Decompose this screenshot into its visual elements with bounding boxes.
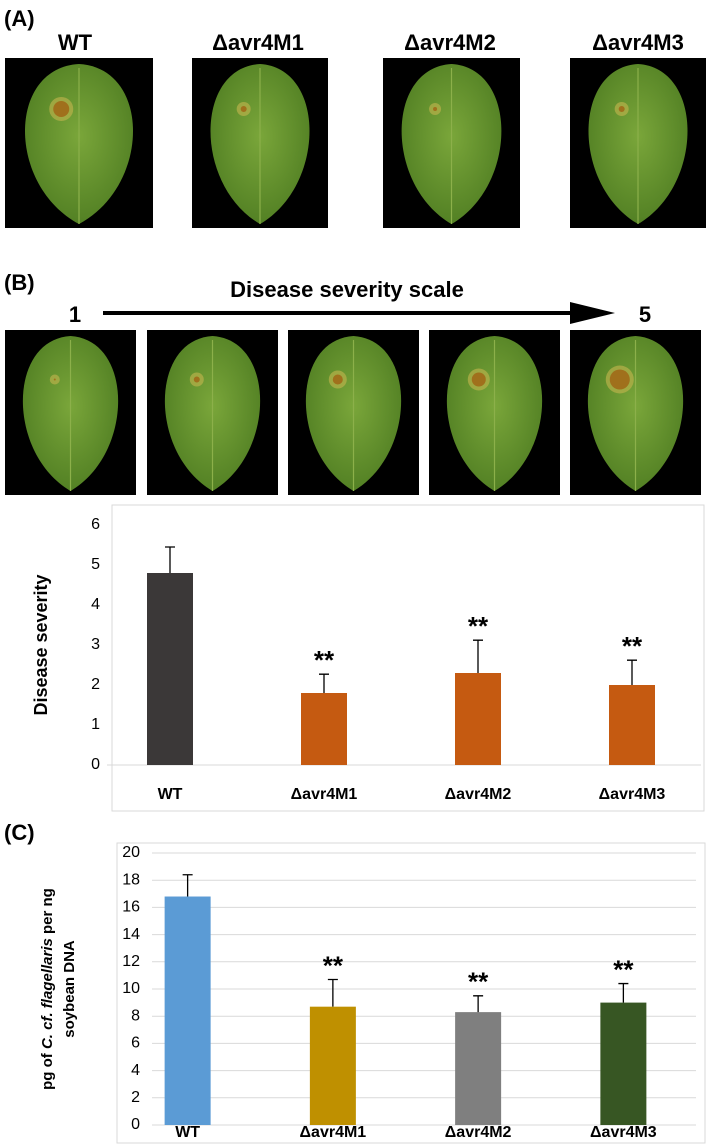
y-tick-label: 3 bbox=[91, 636, 100, 653]
leaf-photos bbox=[5, 58, 706, 228]
y-tick-label: 5 bbox=[91, 556, 100, 573]
lesion bbox=[433, 107, 438, 111]
x-tick-label: Δavr4M2 bbox=[445, 1124, 512, 1141]
y-axis-label: soybean DNA bbox=[61, 940, 78, 1038]
bar bbox=[609, 685, 655, 765]
bar bbox=[455, 673, 501, 765]
bar bbox=[164, 896, 211, 1125]
y-tick-label: 2 bbox=[131, 1089, 140, 1106]
y-tick-label: 1 bbox=[91, 716, 100, 733]
lesion bbox=[618, 106, 625, 112]
y-axis-label: pg of C. cf. flagellaris per ng bbox=[39, 888, 56, 1090]
y-tick-label: 6 bbox=[91, 516, 100, 533]
y-tick-label: 4 bbox=[91, 596, 100, 613]
significance-label: ** bbox=[622, 631, 643, 661]
y-tick-label: 8 bbox=[131, 1007, 140, 1024]
y-tick-label: 4 bbox=[131, 1062, 140, 1079]
y-tick-label: 6 bbox=[131, 1035, 140, 1052]
lesion bbox=[609, 369, 630, 390]
leaf-photos bbox=[5, 330, 701, 495]
error-bar bbox=[618, 982, 629, 1003]
y-axis-label-part: pg of bbox=[39, 1049, 56, 1090]
lesion bbox=[193, 376, 200, 383]
significance-label: ** bbox=[468, 611, 489, 641]
x-tick-label: WT bbox=[158, 786, 183, 803]
lesion bbox=[471, 372, 486, 387]
y-tick-label: 10 bbox=[122, 980, 140, 997]
error-bar bbox=[473, 995, 484, 1013]
significance-label: ** bbox=[468, 967, 489, 997]
bar bbox=[600, 1002, 647, 1125]
chart-frame bbox=[111, 504, 705, 812]
bar bbox=[147, 573, 193, 765]
panel-label: (A) bbox=[4, 6, 35, 31]
bar bbox=[309, 1006, 356, 1125]
y-axis-label-part: per ng bbox=[39, 888, 56, 938]
panel-label: (C) bbox=[4, 820, 35, 845]
error-bar bbox=[627, 659, 637, 685]
scale-arrowhead bbox=[570, 302, 615, 324]
lesion bbox=[53, 101, 70, 117]
x-tick-label: Δavr4M1 bbox=[291, 786, 358, 803]
lesion bbox=[332, 374, 343, 385]
y-axis-label-part: C. cf. flagellaris bbox=[39, 938, 56, 1049]
photo-label: Δavr4M3 bbox=[592, 30, 684, 55]
error-bar bbox=[327, 978, 338, 1007]
photo-label: Δavr4M1 bbox=[212, 30, 304, 55]
error-bar bbox=[473, 639, 483, 673]
significance-label: ** bbox=[314, 645, 335, 675]
lesion bbox=[240, 106, 247, 112]
photo-label: Δavr4M2 bbox=[404, 30, 496, 55]
y-tick-label: 16 bbox=[122, 899, 140, 916]
scale-end: 5 bbox=[639, 302, 651, 327]
y-tick-label: 20 bbox=[122, 844, 140, 861]
y-axis-label: Disease severity bbox=[31, 574, 51, 715]
error-bar bbox=[165, 546, 175, 573]
photo-label: WT bbox=[58, 30, 93, 55]
x-tick-label: Δavr4M3 bbox=[590, 1124, 657, 1141]
error-bar bbox=[182, 874, 193, 897]
scale-title: Disease severity scale bbox=[230, 277, 464, 302]
x-tick-label: WT bbox=[175, 1124, 200, 1141]
scale-start: 1 bbox=[69, 302, 81, 327]
panel-label: (B) bbox=[4, 270, 35, 295]
x-tick-label: Δavr4M2 bbox=[445, 786, 512, 803]
bar bbox=[455, 1012, 502, 1125]
y-tick-label: 0 bbox=[131, 1116, 140, 1133]
bar bbox=[301, 693, 347, 765]
y-tick-label: 2 bbox=[91, 676, 100, 693]
y-tick-label: 14 bbox=[122, 926, 140, 943]
chart-frame bbox=[116, 842, 706, 1144]
x-tick-label: Δavr4M1 bbox=[300, 1124, 367, 1141]
y-tick-label: 12 bbox=[122, 953, 140, 970]
significance-label: ** bbox=[323, 950, 344, 980]
x-tick-label: Δavr4M3 bbox=[599, 786, 666, 803]
y-tick-label: 0 bbox=[91, 756, 100, 773]
y-tick-label: 18 bbox=[122, 871, 140, 888]
error-bar bbox=[319, 673, 329, 693]
significance-label: ** bbox=[613, 954, 634, 984]
lesion bbox=[53, 378, 56, 381]
